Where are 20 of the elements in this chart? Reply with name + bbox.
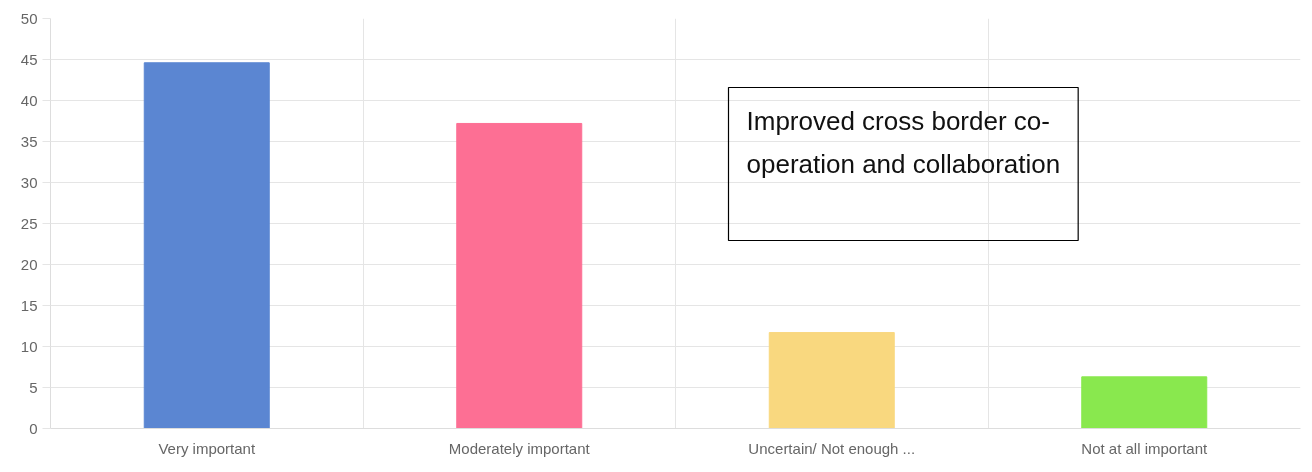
- y-tick-label: 45: [20, 50, 38, 68]
- x-tick-label: Not at all important: [1081, 439, 1209, 457]
- y-tick-label: 25: [20, 214, 38, 232]
- y-tick-label: 0: [29, 419, 38, 437]
- y-tick-label: 50: [20, 9, 38, 27]
- bar: [456, 122, 583, 429]
- bar: [768, 332, 895, 429]
- x-tick-label: Uncertain/ Not enough ...: [748, 439, 916, 457]
- bar: [143, 62, 270, 429]
- y-tick-label: 40: [20, 91, 38, 109]
- y-tick-label: 20: [20, 255, 38, 273]
- y-tick-label: 5: [29, 378, 38, 396]
- x-tick-label: Moderately important: [448, 439, 591, 457]
- y-tick-label: 35: [20, 132, 38, 150]
- text: Improved cross border co-operation and collaboration: [746, 105, 1061, 179]
- y-tick-label: 10: [20, 337, 38, 355]
- y-tick-label: 30: [20, 173, 38, 191]
- x-tick-label: Very important: [158, 439, 256, 457]
- bar: [1081, 376, 1208, 429]
- y-tick-label: 15: [20, 296, 38, 314]
